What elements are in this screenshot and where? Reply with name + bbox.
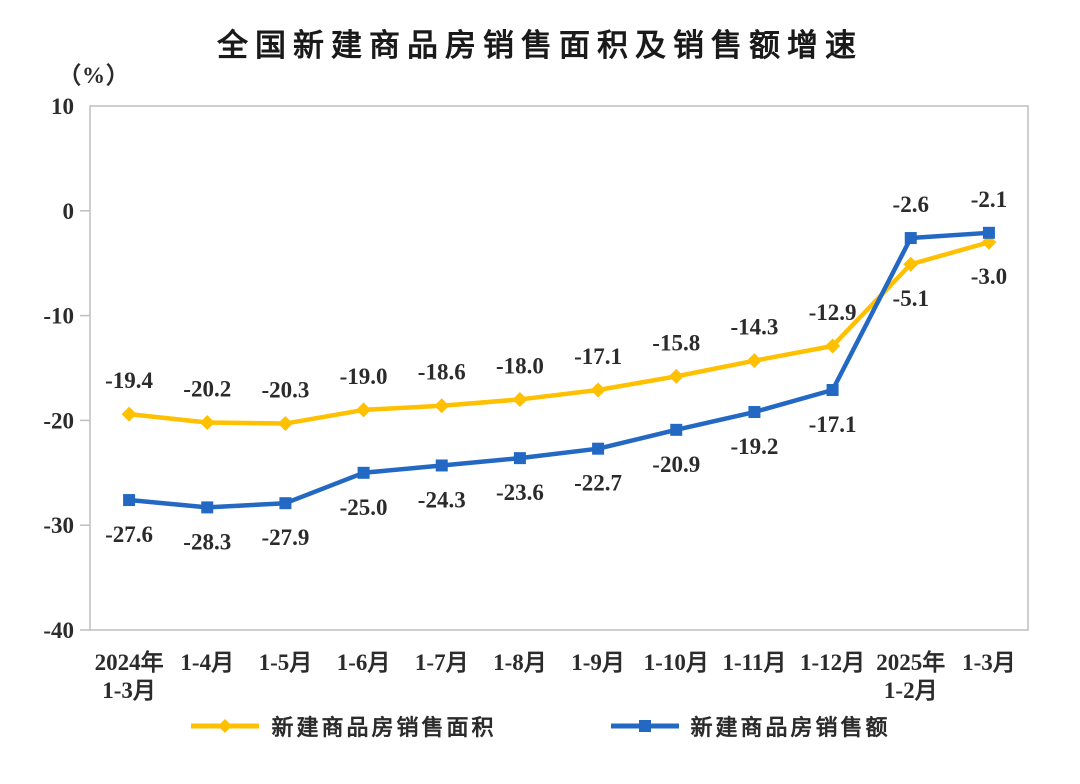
data-point-label: -5.1	[893, 286, 929, 311]
x-axis-tick-label: 1-8月	[493, 650, 547, 675]
y-axis-tick-label: -40	[43, 618, 74, 643]
y-axis-tick-label: -30	[43, 513, 74, 538]
data-point-label: -17.1	[574, 344, 622, 369]
legend-swatch-sales-area-icon	[191, 719, 260, 733]
data-point-marker-diamond	[356, 402, 372, 418]
data-point-marker-square	[748, 406, 761, 419]
data-point-label: -2.6	[893, 192, 929, 217]
y-axis-tick-label: -20	[43, 408, 74, 433]
legend-item-sales-amount: 新建商品房销售额	[609, 710, 891, 742]
data-point-marker-square	[435, 459, 448, 472]
plot-border	[89, 105, 1029, 631]
x-axis-tick-label: 2024年 1-3月	[95, 649, 164, 703]
data-point-label: -24.3	[418, 487, 466, 512]
data-point-marker-diamond	[903, 256, 919, 272]
data-point-label: -12.9	[809, 300, 857, 325]
legend-marker-diamond	[218, 719, 233, 733]
legend-swatch-sales-amount-icon	[610, 720, 679, 732]
y-axis-unit-label: （%）	[58, 63, 130, 88]
data-point-label: -20.9	[652, 452, 700, 477]
x-axis-tick-label: 1-4月	[180, 650, 234, 675]
data-point-label: -18.6	[418, 360, 466, 385]
data-point-marker-square	[201, 501, 214, 514]
data-point-marker-diamond	[746, 353, 762, 369]
data-point-marker-square	[123, 494, 136, 507]
legend-label-sales-amount: 新建商品房销售额	[690, 715, 891, 740]
x-axis-tick-label: 1-7月	[415, 650, 469, 675]
chart-title: 全国新建商品房销售面积及销售额增速	[217, 28, 863, 63]
data-point-label: -20.3	[261, 378, 309, 403]
data-point-marker-square	[592, 442, 605, 455]
data-point-marker-square	[513, 452, 526, 465]
data-point-marker-square	[904, 232, 917, 245]
data-point-marker-diamond	[277, 416, 293, 432]
x-axis-tick-label: 1-3月	[962, 650, 1016, 675]
legend-label-sales-area: 新建商品房销售面积	[271, 715, 497, 740]
data-point-marker-square	[670, 423, 683, 436]
data-point-marker-square	[357, 466, 370, 479]
x-axis-tick-label: 1-10月	[644, 650, 709, 675]
data-point-label: -19.2	[730, 434, 778, 459]
x-axis-tick-label: 2025年 1-2月	[876, 649, 945, 703]
data-point-label: -27.9	[261, 525, 309, 550]
x-axis-tick-label: 1-5月	[259, 650, 313, 675]
y-axis-tick-label: 0	[63, 199, 75, 224]
data-point-label: -18.0	[496, 353, 544, 378]
data-point-label: -25.0	[340, 495, 388, 520]
data-point-label: -27.6	[105, 522, 153, 547]
data-point-label: -19.4	[105, 368, 153, 393]
data-point-marker-diamond	[434, 398, 450, 414]
x-axis-tick-label: 1-11月	[722, 650, 786, 675]
data-point-label: -14.3	[730, 315, 778, 340]
data-point-label: -22.7	[574, 471, 622, 496]
data-point-label: -17.1	[809, 412, 857, 437]
data-point-marker-diamond	[590, 382, 606, 398]
data-point-label: -2.1	[971, 187, 1007, 212]
y-axis-tick-label: -10	[43, 304, 74, 329]
data-point-marker-diamond	[668, 368, 684, 384]
legend-marker-square	[638, 720, 651, 732]
legend-item-sales-area: 新建商品房销售面积	[189, 710, 496, 742]
data-point-label: -23.6	[496, 480, 544, 505]
chart-legend: 新建商品房销售面积 新建商品房销售额	[0, 710, 1080, 742]
data-point-label: -20.2	[183, 376, 231, 401]
x-axis-tick-label: 1-12月	[800, 650, 865, 675]
series-line-sales-area	[126, 239, 992, 426]
data-point-marker-diamond	[512, 391, 528, 407]
data-point-marker-square	[826, 384, 839, 397]
data-point-marker-square	[982, 226, 995, 239]
data-point-marker-square	[279, 497, 292, 510]
x-axis-tick-label: 1-6月	[337, 650, 391, 675]
series-line-sales-amount	[126, 230, 992, 510]
data-point-marker-diamond	[825, 338, 841, 354]
data-point-label: -28.3	[183, 529, 231, 554]
data-point-label: -19.0	[340, 364, 388, 389]
x-axis-tick-label: 1-9月	[571, 650, 625, 675]
data-point-label: -3.0	[971, 264, 1007, 289]
data-point-label: -15.8	[652, 330, 700, 355]
data-point-marker-diamond	[199, 414, 215, 430]
data-point-marker-diamond	[121, 406, 137, 422]
y-axis-tick-label: 10	[51, 94, 74, 119]
